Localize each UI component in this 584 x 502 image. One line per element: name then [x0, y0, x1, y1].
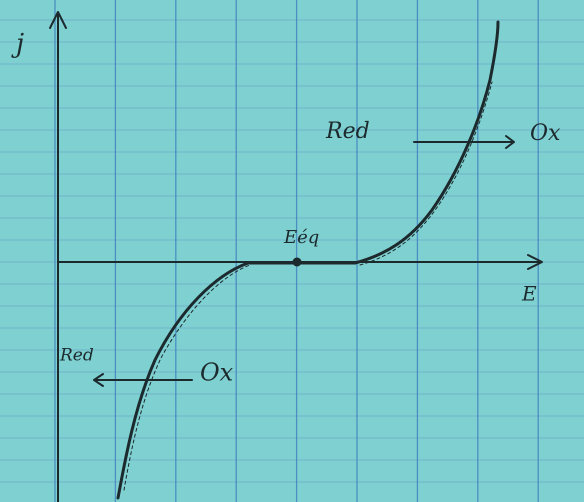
anodic-from: Red — [325, 119, 370, 144]
paper — [0, 0, 584, 502]
anodic-to: Ox — [530, 121, 561, 146]
x-axis-label: E — [521, 282, 537, 306]
cathodic-from: Red — [59, 346, 94, 366]
equilibrium-point — [293, 258, 302, 267]
equilibrium-label: Eéq — [283, 227, 319, 248]
cathodic-to: Ox — [200, 359, 234, 387]
sketch: j E Eéq Red Ox Red Ox — [0, 0, 584, 502]
